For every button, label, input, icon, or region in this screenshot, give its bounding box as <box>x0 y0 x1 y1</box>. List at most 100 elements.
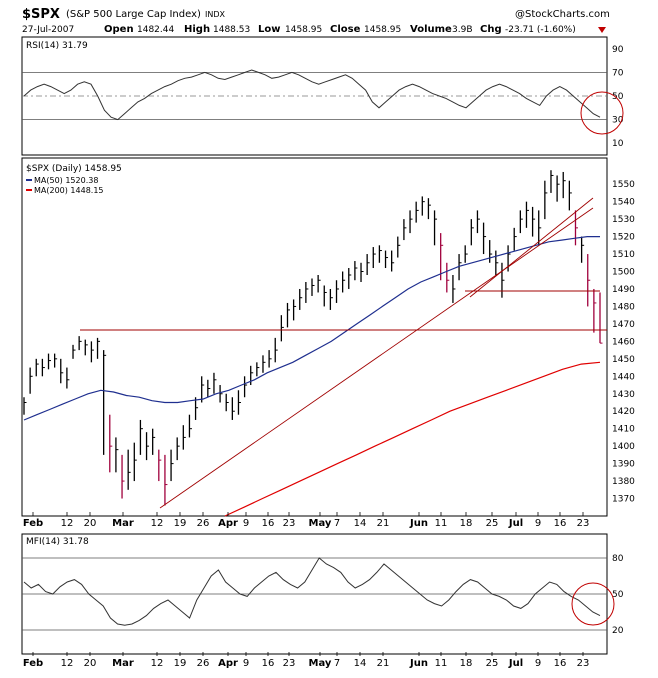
price-tick-label: 1450 <box>612 355 635 365</box>
price-tick-label: 1440 <box>612 372 635 382</box>
price-tick-label: 1550 <box>612 180 635 190</box>
x-axis-label: 26 <box>197 658 210 669</box>
open-label: Open <box>104 24 134 35</box>
x-axis-label: 25 <box>486 658 499 669</box>
volume-value: 3.9B <box>452 25 473 35</box>
rsi-tick-label: 10 <box>612 139 624 149</box>
x-axis-label: 7 <box>334 658 340 669</box>
x-axis-label: 23 <box>283 518 296 529</box>
x-axis-label: 12 <box>61 518 74 529</box>
rsi-tick-label: 30 <box>612 116 624 126</box>
x-axis-label: Feb <box>23 658 43 669</box>
x-axis-label: Mar <box>112 658 134 669</box>
mfi-highlight-circle <box>571 582 615 626</box>
long-uptrend-line <box>159 207 594 509</box>
down-arrow-icon <box>598 27 606 33</box>
price-tick-label: 1470 <box>612 320 635 330</box>
ma200-line <box>224 361 601 517</box>
index-name: (S&P 500 Large Cap Index) <box>66 9 201 20</box>
ma50-line <box>23 236 600 421</box>
x-axis-label: Jul <box>508 518 523 529</box>
x-axis-label: Jun <box>409 518 428 529</box>
close-value: 1458.95 <box>364 25 401 35</box>
x-axis-label: 12 <box>151 658 164 669</box>
ma50-label: MA(50) 1520.38 <box>34 176 98 185</box>
x-axis-label: 16 <box>554 658 567 669</box>
rsi-line <box>23 69 601 121</box>
high-value: 1488.53 <box>213 25 250 35</box>
low-value: 1458.95 <box>285 25 322 35</box>
x-axis-label: 20 <box>84 658 97 669</box>
price-tick-label: 1500 <box>612 268 635 278</box>
chart-date: 27-Jul-2007 <box>22 25 74 35</box>
price-tick-label: 1480 <box>612 302 635 312</box>
price-tick-label: 1510 <box>612 250 635 260</box>
x-axis-label: 11 <box>435 658 448 669</box>
price-tick-label: 1540 <box>612 198 635 208</box>
ma200-label: MA(200) 1448.15 <box>34 186 104 195</box>
rsi-highlight-circle <box>580 91 624 135</box>
x-axis-label: 25 <box>486 518 499 529</box>
close-label: Close <box>330 24 361 35</box>
mfi-line <box>23 557 601 626</box>
price-panel <box>21 157 608 517</box>
price-tick-label: 1430 <box>612 390 635 400</box>
x-axis-label: Apr <box>218 518 238 529</box>
mfi-tick-label: 20 <box>612 626 624 636</box>
x-axis-label: May <box>309 518 332 529</box>
volume-label: Volume <box>410 24 452 35</box>
rsi-tick-label: 90 <box>612 45 624 55</box>
x-axis-label: May <box>309 658 332 669</box>
x-axis-label: 18 <box>460 518 473 529</box>
price-tick-label: 1530 <box>612 215 635 225</box>
x-axis-label: 23 <box>577 658 590 669</box>
x-axis-label: 16 <box>262 518 275 529</box>
short-uptrend-line <box>469 197 594 298</box>
rsi-tick-label: 70 <box>612 68 624 78</box>
exchange-label: INDX <box>205 10 226 19</box>
mfi-tick-label: 50 <box>612 590 624 600</box>
x-axis-label: 21 <box>377 518 390 529</box>
watermark: @StockCharts.com <box>515 9 610 20</box>
chg-value: -23.71 (-1.60%) <box>505 25 576 35</box>
x-axis-label: 23 <box>283 658 296 669</box>
mfi-label: MFI(14) 31.78 <box>26 537 89 547</box>
symbol-title: $SPX <box>22 7 60 22</box>
x-axis-label: 19 <box>174 518 187 529</box>
x-axis-label: Jul <box>508 658 523 669</box>
x-axis-label: 19 <box>174 658 187 669</box>
x-axis-label: 9 <box>535 658 541 669</box>
x-axis-label: 9 <box>243 658 249 669</box>
x-axis-label: 23 <box>577 518 590 529</box>
price-tick-label: 1390 <box>612 460 635 470</box>
x-axis-label: 9 <box>243 518 249 529</box>
x-axis-label: 14 <box>354 518 367 529</box>
x-axis-label: 7 <box>334 518 340 529</box>
price-tick-label: 1420 <box>612 407 635 417</box>
mfi-tick-label: 80 <box>612 554 624 564</box>
x-axis-label: Mar <box>112 518 134 529</box>
x-axis-label: 9 <box>535 518 541 529</box>
price-tick-label: 1380 <box>612 477 635 487</box>
x-axis-label: 11 <box>435 518 448 529</box>
x-axis-label: Jun <box>409 658 428 669</box>
price-tick-label: 1370 <box>612 495 635 505</box>
price-tick-label: 1460 <box>612 337 635 347</box>
x-axis-label: 12 <box>151 518 164 529</box>
x-axis-label: 16 <box>554 518 567 529</box>
rsi-tick-label: 50 <box>612 92 624 102</box>
rsi-label: RSI(14) 31.79 <box>26 41 88 51</box>
x-axis-label: 16 <box>262 658 275 669</box>
price-tick-label: 1520 <box>612 233 635 243</box>
x-axis-label: 14 <box>354 658 367 669</box>
price-tick-label: 1410 <box>612 425 635 435</box>
x-axis-label: 12 <box>61 658 74 669</box>
chg-label: Chg <box>480 24 502 35</box>
x-axis-label: 26 <box>197 518 210 529</box>
price-tick-label: 1490 <box>612 285 635 295</box>
price-bars <box>23 170 603 506</box>
high-label: High <box>184 24 210 35</box>
price-tick-label: 1400 <box>612 442 635 452</box>
x-axis-label: Feb <box>23 518 43 529</box>
